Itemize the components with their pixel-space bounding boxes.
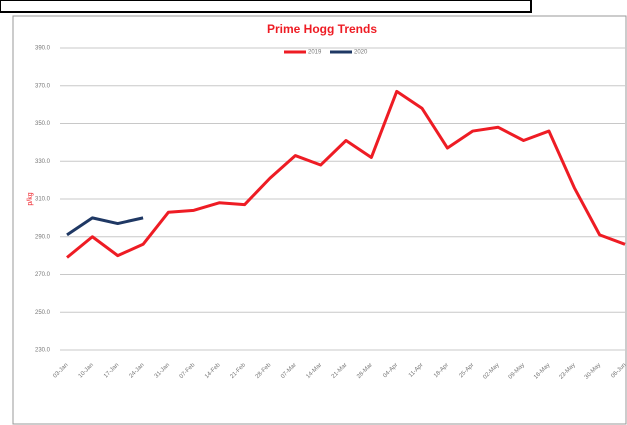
y-tick-label: 230.0: [35, 348, 51, 354]
line-series: [66, 216, 144, 237]
y-tick-label: 270.0: [35, 272, 51, 278]
legend-label: 2020: [354, 50, 368, 56]
y-tick-label: 310.0: [35, 197, 51, 203]
y-axis-label: p/kg: [27, 192, 34, 205]
y-tick-label: 370.0: [35, 83, 51, 89]
y-tick-label: 390.0: [35, 46, 51, 52]
chart-title: Prime Hogg Trends: [267, 22, 377, 36]
legend-label: 2019: [308, 50, 322, 56]
y-tick-label: 330.0: [35, 159, 51, 165]
y-tick-label: 290.0: [35, 234, 51, 240]
chart-frame: [12, 15, 627, 425]
line-series: [66, 89, 626, 259]
overlay-box: [0, 0, 532, 13]
y-tick-label: 350.0: [35, 121, 51, 127]
y-tick-label: 250.0: [35, 310, 51, 316]
